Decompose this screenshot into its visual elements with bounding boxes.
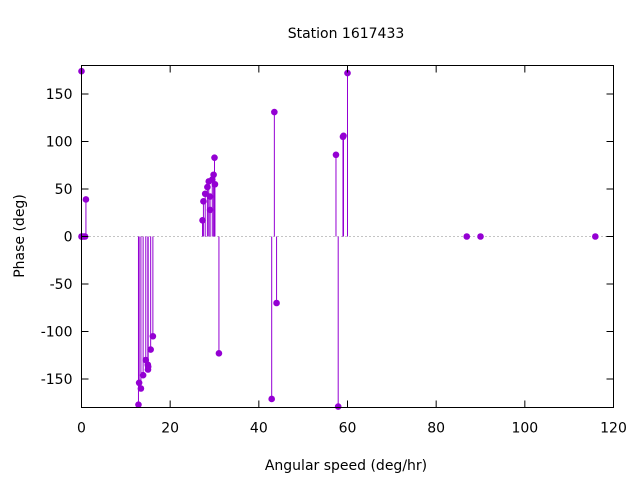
data-point — [215, 350, 223, 357]
data-point — [211, 180, 219, 188]
data-point — [135, 401, 142, 408]
data-point — [200, 198, 207, 205]
data-point — [149, 332, 157, 340]
y-tick-label: 100 — [46, 135, 73, 151]
x-tick-label: 20 — [161, 421, 179, 437]
y-tick-label: -50 — [50, 277, 73, 293]
data-point — [82, 196, 90, 203]
data-point — [204, 183, 211, 191]
data-point — [273, 299, 280, 307]
x-tick-label: 60 — [339, 421, 357, 437]
data-point — [477, 233, 484, 240]
data-point — [135, 379, 143, 387]
y-tick-label: -100 — [41, 325, 73, 341]
y-tick-label: 0 — [64, 230, 73, 246]
y-tick-label: 150 — [46, 87, 73, 103]
data-point — [139, 371, 147, 379]
data-point — [147, 346, 154, 353]
data-point — [334, 403, 342, 410]
data-point — [211, 154, 218, 161]
data-point — [206, 206, 214, 214]
data-point — [199, 217, 206, 224]
x-ticks-layer: 0 20 40 60 80 100 120 — [77, 65, 627, 437]
x-axis-label: Angular speed (deg/hr) — [265, 458, 427, 474]
data-point — [592, 233, 599, 240]
y-tick-label: -150 — [41, 372, 73, 388]
data-point — [340, 132, 347, 140]
data-point — [206, 193, 214, 200]
points-layer — [78, 67, 599, 410]
data-point — [332, 151, 340, 159]
y-axis-label: Phase (deg) — [12, 194, 28, 278]
data-point — [344, 69, 351, 77]
data-point — [271, 108, 278, 116]
x-tick-label: 120 — [600, 421, 627, 437]
x-tick-label: 100 — [511, 421, 538, 437]
data-point — [268, 395, 275, 403]
data-point — [201, 190, 209, 198]
x-tick-label: 40 — [250, 421, 268, 437]
data-point — [137, 385, 145, 392]
data-point — [210, 171, 217, 179]
stems-layer — [81, 71, 348, 407]
x-tick-label: 0 — [77, 421, 86, 437]
data-point — [463, 233, 471, 240]
data-point — [144, 363, 152, 370]
chart-title: Station 1617433 — [288, 26, 405, 42]
y-tick-label: 50 — [55, 182, 73, 198]
y-ticks-layer: -150 -100 -50 0 50 100 150 — [41, 87, 614, 388]
x-tick-label: 80 — [427, 421, 445, 437]
